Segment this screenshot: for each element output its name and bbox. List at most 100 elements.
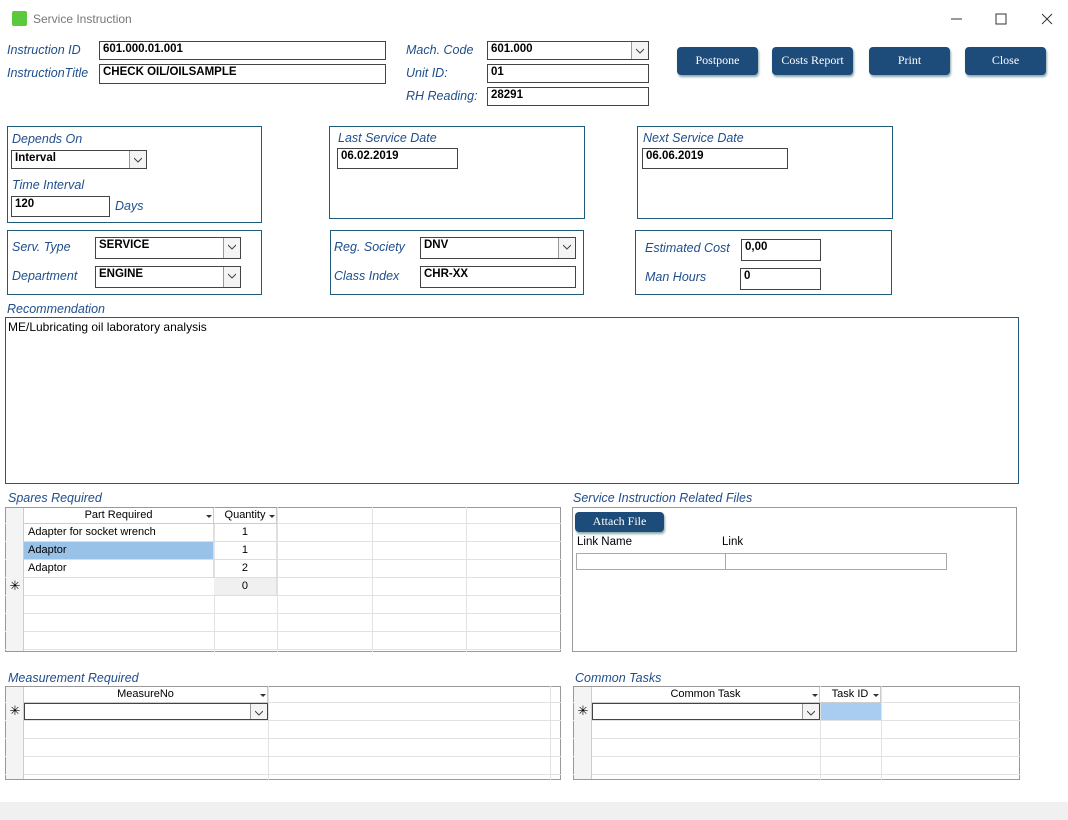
- group-box: [7, 230, 262, 295]
- grid-row-line: [5, 523, 561, 524]
- action-button[interactable]: Postpone: [677, 47, 758, 75]
- grid-row-line: [5, 577, 561, 578]
- quantity-cell[interactable]: 2: [214, 560, 277, 578]
- text-input[interactable]: 120: [11, 196, 110, 217]
- column-header[interactable]: Quantity: [214, 508, 277, 524]
- dropdown-arrow[interactable]: [250, 704, 267, 719]
- group-box: [637, 126, 893, 219]
- row-header-column: [6, 687, 24, 779]
- field-label: Serv. Type: [12, 240, 71, 254]
- column-label: Link Name: [577, 536, 632, 548]
- combo-box[interactable]: Interval: [11, 150, 147, 169]
- dropdown-arrow[interactable]: [129, 151, 146, 168]
- dropdown-arrow[interactable]: [631, 42, 648, 59]
- field-label: Man Hours: [645, 270, 707, 284]
- recommendation-text[interactable]: ME/Lubricating oil laboratory analysis: [5, 317, 1019, 484]
- group-box: [7, 126, 262, 223]
- sort-arrow[interactable]: [807, 689, 818, 699]
- grid-col-line: [372, 507, 373, 652]
- grid-row-line: [5, 559, 561, 560]
- new-row-marker: ✳: [577, 703, 589, 718]
- text-input[interactable]: 0: [740, 268, 821, 290]
- field-label: Department: [12, 269, 78, 283]
- grid-row-line: [573, 774, 1020, 775]
- group-box: [329, 126, 585, 219]
- grid-col-line: [820, 686, 821, 780]
- grid-col-line: [881, 686, 882, 780]
- quantity-cell[interactable]: 0: [214, 578, 277, 596]
- dropdown-arrow[interactable]: [558, 238, 575, 258]
- text-input[interactable]: 0,00: [741, 239, 821, 261]
- text-input[interactable]: 01: [487, 64, 649, 83]
- field-label: Instruction ID: [7, 43, 81, 57]
- field-label: Unit ID:: [406, 66, 448, 80]
- window-controls[interactable]: [945, 8, 1060, 30]
- dropdown-arrow[interactable]: [802, 704, 819, 719]
- files-panel: [572, 507, 1017, 652]
- field-label: Service Instruction Related Files: [573, 491, 753, 505]
- new-row-marker: ✳: [9, 703, 21, 718]
- status-strip: [0, 802, 1068, 820]
- combo-box[interactable]: SERVICE: [95, 237, 241, 259]
- app-icon: [12, 11, 27, 26]
- text-input[interactable]: CHECK OIL/OILSAMPLE: [99, 64, 386, 84]
- grid-row-line: [5, 541, 561, 542]
- grid-col-line: [277, 507, 278, 652]
- grid-row-line: [5, 738, 561, 739]
- action-button[interactable]: Costs Report: [772, 47, 853, 75]
- part-cell[interactable]: Adaptor: [24, 542, 214, 560]
- column-header[interactable]: Common Task: [592, 687, 820, 703]
- link-divider: [725, 553, 726, 570]
- sort-arrow[interactable]: [264, 510, 275, 520]
- combo-box[interactable]: 601.000: [487, 41, 649, 60]
- common-task-combo[interactable]: [592, 703, 820, 720]
- text-input[interactable]: 601.000.01.001: [99, 41, 386, 60]
- attach-button[interactable]: Attach File: [575, 512, 664, 532]
- field-label: Next Service Date: [643, 131, 744, 145]
- text-input[interactable]: 06.06.2019: [642, 148, 788, 169]
- task-id-cell[interactable]: [821, 703, 881, 720]
- window-title: Service Instruction: [33, 12, 132, 26]
- part-cell[interactable]: Adapter for socket wrench: [24, 524, 214, 542]
- measure-combo[interactable]: [24, 703, 268, 720]
- field-label: Common Tasks: [575, 671, 662, 685]
- field-label: Estimated Cost: [645, 241, 730, 255]
- text-input[interactable]: CHR-XX: [420, 266, 576, 288]
- action-button[interactable]: Print: [869, 47, 950, 75]
- text-input[interactable]: 28291: [487, 87, 649, 106]
- grid-col-line: [550, 686, 551, 780]
- grid-row-line: [5, 595, 561, 596]
- sort-arrow[interactable]: [255, 689, 266, 699]
- field-label: Spares Required: [8, 491, 102, 505]
- column-header[interactable]: Part Required: [24, 508, 214, 524]
- field-label: Time Interval: [12, 178, 85, 192]
- sort-arrow[interactable]: [201, 510, 212, 520]
- quantity-cell[interactable]: 1: [214, 542, 277, 560]
- dropdown-arrow[interactable]: [223, 238, 240, 258]
- grid-row-line: [5, 702, 561, 703]
- grid-row-line: [573, 756, 1020, 757]
- grid-col-line: [466, 507, 467, 652]
- part-cell[interactable]: Adaptor: [24, 560, 214, 578]
- dropdown-arrow[interactable]: [223, 267, 240, 287]
- field-label: RH Reading:: [406, 89, 478, 103]
- sort-arrow[interactable]: [868, 689, 879, 699]
- column-header[interactable]: MeasureNo: [24, 687, 268, 703]
- combo-box[interactable]: DNV: [420, 237, 576, 259]
- grid-col-line: [268, 686, 269, 780]
- field-label: Last Service Date: [338, 131, 437, 145]
- group-box: [635, 230, 892, 295]
- field-label: Mach. Code: [406, 43, 474, 57]
- column-header[interactable]: Task ID: [820, 687, 881, 703]
- text-input[interactable]: 06.02.2019: [337, 148, 458, 169]
- grid-row-line: [573, 738, 1020, 739]
- grid-row-line: [5, 613, 561, 614]
- field-label: Reg. Society: [334, 240, 405, 254]
- action-button[interactable]: Close: [965, 47, 1046, 75]
- grid-row-line: [5, 649, 561, 650]
- grid-row-line: [573, 720, 1020, 721]
- combo-box[interactable]: ENGINE: [95, 266, 241, 288]
- quantity-cell[interactable]: 1: [214, 524, 277, 542]
- spares-grid: [5, 507, 561, 652]
